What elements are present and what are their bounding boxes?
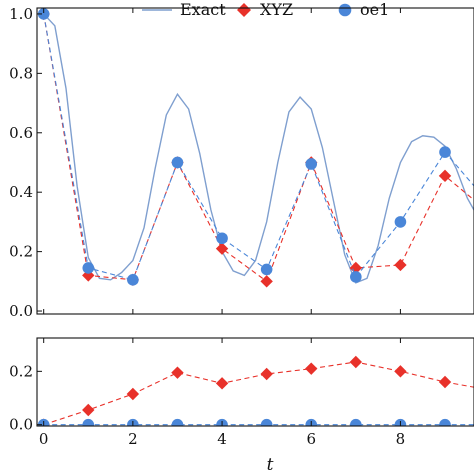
x-tick-label-4: 8: [396, 430, 406, 448]
bottom-oe1-point-7: [350, 418, 362, 426]
bottom-xyz-point-6: [305, 362, 318, 375]
top-panel-axes: 0.0 0.2 0.4 0.6 0.8 1.0: [9, 5, 474, 320]
bottom-xyz-point-8: [394, 365, 407, 378]
bottom-panel-plot-area: [37, 355, 474, 426]
bottom-xyz-point-9: [438, 375, 452, 389]
legend-exact-label: Exact: [180, 0, 226, 19]
bottom-ytick-label-1: 0.2: [9, 362, 33, 380]
bottom-oe1-point-9: [439, 418, 451, 426]
bottom-xyz-point-4: [215, 377, 229, 390]
top-oe1-point-5: [260, 263, 273, 276]
bottom-panel: 0.0 0.2 0 2 4 6 8: [9, 337, 474, 448]
top-oe1-point-2: [127, 274, 139, 286]
top-xyz-point-5: [260, 275, 273, 288]
top-oe1-point-3: [171, 156, 184, 169]
bottom-xyz-dashed-line: [43, 361, 474, 426]
x-tick-label-0: 0: [39, 430, 49, 448]
top-oe1-point-4: [216, 232, 228, 245]
x-tick-label-1: 2: [128, 430, 138, 448]
top-xyz-point-7: [349, 261, 363, 275]
top-ytick-label-2: 0.4: [9, 183, 33, 201]
x-tick-label-2: 4: [217, 430, 227, 448]
top-panel: 0.0 0.2 0.4 0.6 0.8 1.0: [9, 5, 474, 320]
x-axis-label: t: [267, 455, 274, 474]
top-xyz-point-8: [394, 258, 407, 272]
top-oe1-point-8: [394, 216, 407, 228]
legend-xyz-diamond-swatch: [237, 3, 251, 17]
legend: Exact XYZ oe1: [142, 0, 389, 19]
bottom-xyz-point-1: [82, 403, 95, 417]
top-ytick-label-5: 1.0: [9, 5, 33, 23]
top-oe1-point-9: [439, 146, 451, 158]
top-oe1-point-7: [350, 271, 362, 283]
top-frame: [36, 7, 474, 315]
top-xyz-point-4: [215, 242, 229, 255]
bottom-oe1-point-3: [171, 418, 184, 426]
bottom-xyz-point-7: [349, 355, 363, 369]
top-ytick-label-3: 0.6: [9, 124, 33, 142]
top-xyz-point-9: [438, 169, 452, 183]
bottom-frame: [36, 337, 474, 427]
bottom-panel-axes: 0.0 0.2 0 2 4 6 8: [9, 337, 474, 448]
top-exact-curve: [43, 13, 474, 284]
bottom-oe1-point-5: [260, 418, 273, 426]
legend-oe1-circle-swatch: [338, 3, 352, 17]
legend-oe1-label: oe1: [360, 0, 389, 19]
bottom-xyz-point-5: [260, 367, 273, 381]
bottom-oe1-point-1: [82, 418, 95, 426]
top-panel-plot-area: [37, 8, 474, 288]
top-oe1-point-1: [82, 262, 95, 274]
top-oe1-point-6: [305, 158, 318, 170]
top-ytick-label-4: 0.8: [9, 64, 33, 82]
bottom-xyz-point-2: [126, 387, 140, 401]
top-ytick-label-0: 0.0: [9, 302, 33, 320]
top-oe1-point-0: [37, 8, 50, 20]
bottom-xyz-point-3: [171, 366, 184, 379]
top-xyz-dashed-line: [43, 13, 474, 283]
bottom-ytick-label-0: 0.0: [9, 416, 33, 434]
top-ytick-label-1: 0.2: [9, 243, 33, 261]
x-tick-label-3: 6: [306, 430, 316, 448]
legend-xyz-label: XYZ: [260, 0, 293, 19]
